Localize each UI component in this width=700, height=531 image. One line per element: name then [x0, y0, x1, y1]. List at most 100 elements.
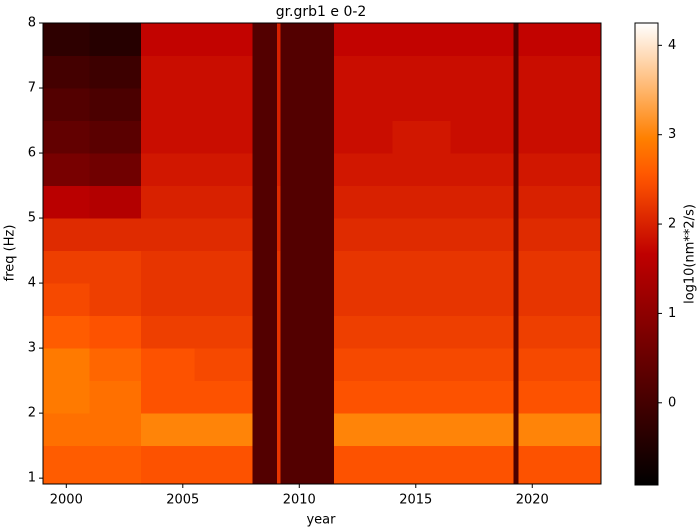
- heat-cell: [280, 413, 335, 447]
- heat-cell: [334, 153, 393, 187]
- heat-cell: [89, 315, 142, 349]
- heat-cell: [555, 88, 602, 122]
- heat-cell: [555, 283, 602, 317]
- heat-cell: [194, 153, 254, 187]
- heat-cell: [334, 380, 393, 414]
- heat-cell: [89, 413, 142, 447]
- heat-cell: [43, 445, 91, 485]
- heat-cell: [513, 250, 519, 284]
- heat-cell: [450, 250, 515, 284]
- heat-cell: [518, 315, 557, 349]
- heat-cell: [43, 185, 91, 219]
- heat-cell: [194, 185, 254, 219]
- y-tick-label: 7: [28, 81, 36, 96]
- x-tick-label: 2010: [283, 493, 316, 508]
- heat-cell: [555, 55, 602, 89]
- heat-cell: [43, 153, 91, 187]
- heat-cell: [518, 283, 557, 317]
- heat-cell: [450, 185, 515, 219]
- y-tick-label: 5: [28, 211, 36, 226]
- heat-cell: [518, 23, 557, 57]
- heat-cell: [513, 185, 519, 219]
- heat-cell: [334, 88, 393, 122]
- heat-cell: [450, 88, 515, 122]
- heat-cell: [518, 218, 557, 252]
- colorbar-tick-label: 3: [668, 127, 676, 142]
- heat-cell: [555, 250, 602, 284]
- heat-cell: [334, 413, 393, 447]
- heat-cell: [89, 88, 142, 122]
- heat-cell: [252, 315, 278, 349]
- heat-cell: [89, 153, 142, 187]
- heat-cell: [392, 315, 452, 349]
- heat-cell: [140, 348, 195, 382]
- heat-cell: [277, 23, 282, 57]
- heat-cell: [194, 23, 254, 57]
- heat-cell: [450, 218, 515, 252]
- heat-cell: [513, 218, 519, 252]
- heat-cell: [392, 55, 452, 89]
- heat-cell: [513, 380, 519, 414]
- heat-cell: [43, 218, 91, 252]
- heat-cell: [280, 23, 335, 57]
- heat-cell: [392, 413, 452, 447]
- heat-cell: [277, 315, 282, 349]
- plot-frame: [42, 22, 602, 485]
- heat-cell: [43, 380, 91, 414]
- heat-cell: [194, 88, 254, 122]
- heat-cell: [518, 120, 557, 154]
- heat-cell: [392, 88, 452, 122]
- heat-cell: [140, 120, 195, 154]
- heat-cell: [89, 283, 142, 317]
- heat-cell: [140, 380, 195, 414]
- heat-cell: [280, 88, 335, 122]
- heat-cell: [392, 380, 452, 414]
- heat-cell: [194, 348, 254, 382]
- heat-cell: [513, 315, 519, 349]
- heat-cell: [518, 55, 557, 89]
- heat-cell: [518, 445, 557, 485]
- colorbar: [634, 22, 659, 486]
- heat-cell: [89, 23, 142, 57]
- heat-cell: [140, 88, 195, 122]
- heat-cell: [43, 120, 91, 154]
- heat-cell: [518, 380, 557, 414]
- heat-cell: [450, 283, 515, 317]
- heat-cell: [334, 250, 393, 284]
- heat-cell: [140, 250, 195, 284]
- heat-cell: [43, 283, 91, 317]
- heat-cell: [450, 55, 515, 89]
- colorbar-tick-label: 0: [668, 395, 676, 410]
- heat-cell: [140, 445, 195, 485]
- heat-cell: [252, 185, 278, 219]
- heat-cell: [555, 380, 602, 414]
- heat-cell: [43, 348, 91, 382]
- heat-cell: [252, 55, 278, 89]
- colorbar-label: log10(nm**2/s): [683, 204, 698, 304]
- heat-cell: [43, 23, 91, 57]
- heat-cell: [555, 413, 602, 447]
- heat-cell: [277, 185, 282, 219]
- heat-cell: [513, 283, 519, 317]
- heat-cell: [513, 55, 519, 89]
- heat-cell: [280, 445, 335, 485]
- x-tick-label: 2020: [516, 493, 549, 508]
- heat-cell: [277, 153, 282, 187]
- heat-cell: [518, 185, 557, 219]
- heat-cell: [89, 348, 142, 382]
- heat-cell: [252, 88, 278, 122]
- heat-cell: [513, 23, 519, 57]
- heat-cell: [518, 153, 557, 187]
- heat-cell: [252, 413, 278, 447]
- heat-cell: [555, 23, 602, 57]
- heat-cell: [140, 413, 195, 447]
- heat-cell: [43, 250, 91, 284]
- heat-cell: [194, 445, 254, 485]
- heat-cell: [280, 185, 335, 219]
- heat-cell: [334, 283, 393, 317]
- heat-cell: [277, 445, 282, 485]
- heat-cell: [280, 218, 335, 252]
- heat-cell: [194, 250, 254, 284]
- x-axis-label: year: [306, 513, 336, 528]
- heat-cell: [392, 445, 452, 485]
